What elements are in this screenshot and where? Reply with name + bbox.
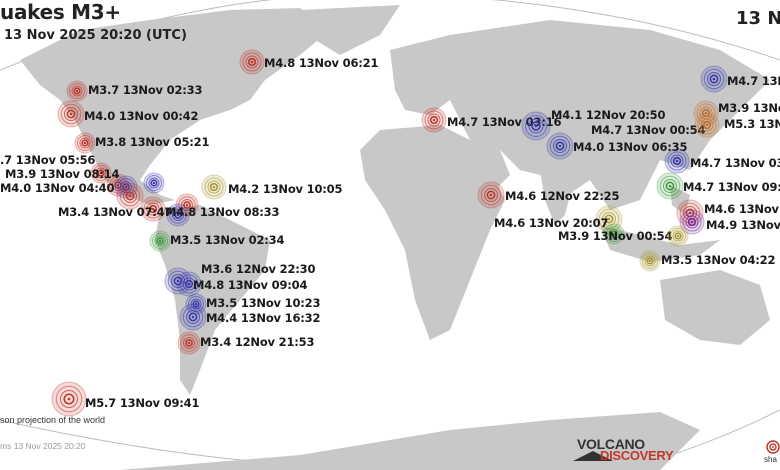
greenland xyxy=(300,5,400,55)
quake-label[interactable]: M4.8 13Nov 09:04 xyxy=(193,278,308,292)
quake-label[interactable]: M4.7 13Nov 00:54 xyxy=(591,123,706,137)
quake-marker-icon[interactable] xyxy=(667,225,689,247)
quake-marker-icon[interactable] xyxy=(521,111,551,141)
quake-label[interactable]: M4.0 13Nov 00:42 xyxy=(84,109,199,123)
quake-label[interactable]: M3.7 13Nov 02:33 xyxy=(88,83,203,97)
quake-label[interactable]: M4.1 12Nov 20:50 xyxy=(551,108,666,122)
quake-marker-icon[interactable] xyxy=(700,65,728,93)
quake-marker-icon[interactable] xyxy=(66,80,88,102)
logo-volcano-text: VOLCANO xyxy=(577,436,645,452)
landmasses xyxy=(20,5,770,470)
quake-label[interactable]: M4.7 13Nov 03 xyxy=(690,156,780,170)
quake-label[interactable]: M4.0 13Nov 06:35 xyxy=(573,140,688,154)
antarctica xyxy=(120,412,700,470)
quake-label[interactable]: M5.7 13Nov 09:41 xyxy=(85,396,200,410)
shake-label: sha xyxy=(764,455,777,464)
philippines xyxy=(670,185,690,215)
quake-label[interactable]: M3.4 13Nov 07:47 xyxy=(58,205,173,219)
volcano-icon xyxy=(573,451,613,461)
quake-marker-icon[interactable] xyxy=(176,271,202,297)
quake-marker-icon[interactable] xyxy=(201,174,227,200)
quake-label[interactable]: M4.6 12Nov 22:25 xyxy=(505,189,620,203)
quake-label[interactable]: M4.6 13Nov 20:07 xyxy=(494,216,609,230)
quake-label[interactable]: M5.3 13N xyxy=(724,117,780,131)
quake-label[interactable]: M4.8 13Nov 08:33 xyxy=(165,205,280,219)
quake-label[interactable]: M4.9 13Nov xyxy=(706,218,780,232)
quake-label[interactable]: M4.7 13Nov 09:5 xyxy=(683,180,780,194)
quake-label[interactable]: M3.9 13Nov 00:54 xyxy=(558,229,673,243)
quake-label[interactable]: M3.5 13Nov 10:23 xyxy=(206,296,321,310)
quake-marker-icon[interactable] xyxy=(603,223,625,245)
quake-label[interactable]: .7 13Nov 05:56 xyxy=(0,153,96,167)
map-title: uakes M3+ xyxy=(0,0,121,24)
quake-marker-icon[interactable] xyxy=(149,230,171,252)
north-america xyxy=(20,8,330,205)
quake-marker-icon[interactable] xyxy=(679,209,705,235)
quake-marker-icon[interactable] xyxy=(177,331,201,355)
quake-marker-icon[interactable] xyxy=(90,162,112,184)
quake-marker-icon[interactable] xyxy=(421,107,447,133)
south-america xyxy=(155,205,270,395)
quake-label[interactable]: M4.0 13Nov 04:40 xyxy=(0,181,115,195)
shake-icon[interactable] xyxy=(766,440,780,454)
quake-marker-icon[interactable] xyxy=(143,172,165,194)
quake-marker-icon[interactable] xyxy=(51,381,87,417)
quake-label[interactable]: M3.5 13Nov 02:34 xyxy=(170,233,285,247)
projection-note: son projection of the world xyxy=(0,415,106,425)
europe xyxy=(390,35,480,115)
quake-marker-icon[interactable] xyxy=(656,172,684,200)
quake-marker-icon[interactable] xyxy=(166,203,190,227)
indonesia xyxy=(600,225,720,262)
quake-label[interactable]: M3.5 13Nov 04:22 xyxy=(661,253,776,267)
logo-discovery-text: DISCOVERY xyxy=(600,448,674,463)
quake-marker-icon[interactable] xyxy=(116,182,144,210)
quake-label[interactable]: M4.4 13Nov 16:32 xyxy=(206,311,321,325)
date-right: 13 N xyxy=(736,8,780,29)
timestamp-note: ms 13 Nov 2025 20:20 xyxy=(0,441,86,451)
india xyxy=(540,170,575,225)
quake-marker-icon[interactable] xyxy=(595,205,623,233)
arabia xyxy=(470,140,510,190)
quake-marker-icon[interactable] xyxy=(664,148,690,174)
quake-label[interactable]: M4.8 13Nov 06:21 xyxy=(264,56,379,70)
quake-label[interactable]: M3.9 13No xyxy=(718,101,780,115)
quake-marker-icon[interactable] xyxy=(179,303,207,331)
quake-label[interactable]: M3.8 13Nov 05:21 xyxy=(95,135,210,149)
quake-marker-icon[interactable] xyxy=(239,49,265,75)
asia xyxy=(450,20,770,210)
quake-marker-icon[interactable] xyxy=(140,196,166,222)
volcanodiscovery-logo[interactable]: VOLCANO DISCOVERY xyxy=(573,436,677,463)
quake-label[interactable]: M4.6 13Nov xyxy=(704,202,779,216)
quake-label[interactable]: M3.6 12Nov 22:30 xyxy=(201,262,316,276)
quake-marker-icon[interactable] xyxy=(546,132,574,160)
quake-marker-icon[interactable] xyxy=(57,100,85,128)
australia xyxy=(660,270,770,345)
quake-marker-icon[interactable] xyxy=(694,112,720,138)
quake-marker-icon[interactable] xyxy=(639,250,661,272)
quake-label[interactable]: M3.9 13Nov 08:14 xyxy=(5,167,120,181)
quake-label[interactable]: M4.2 13Nov 10:05 xyxy=(228,182,343,196)
map-subtitle: 13 Nov 2025 20:20 (UTC) xyxy=(4,28,187,43)
quake-marker-icon[interactable] xyxy=(74,132,96,154)
africa xyxy=(360,125,505,340)
quake-label[interactable]: M3.4 12Nov 21:53 xyxy=(200,335,315,349)
quake-label[interactable]: M4.7 13N xyxy=(727,74,780,88)
quake-marker-icon[interactable] xyxy=(477,181,505,209)
